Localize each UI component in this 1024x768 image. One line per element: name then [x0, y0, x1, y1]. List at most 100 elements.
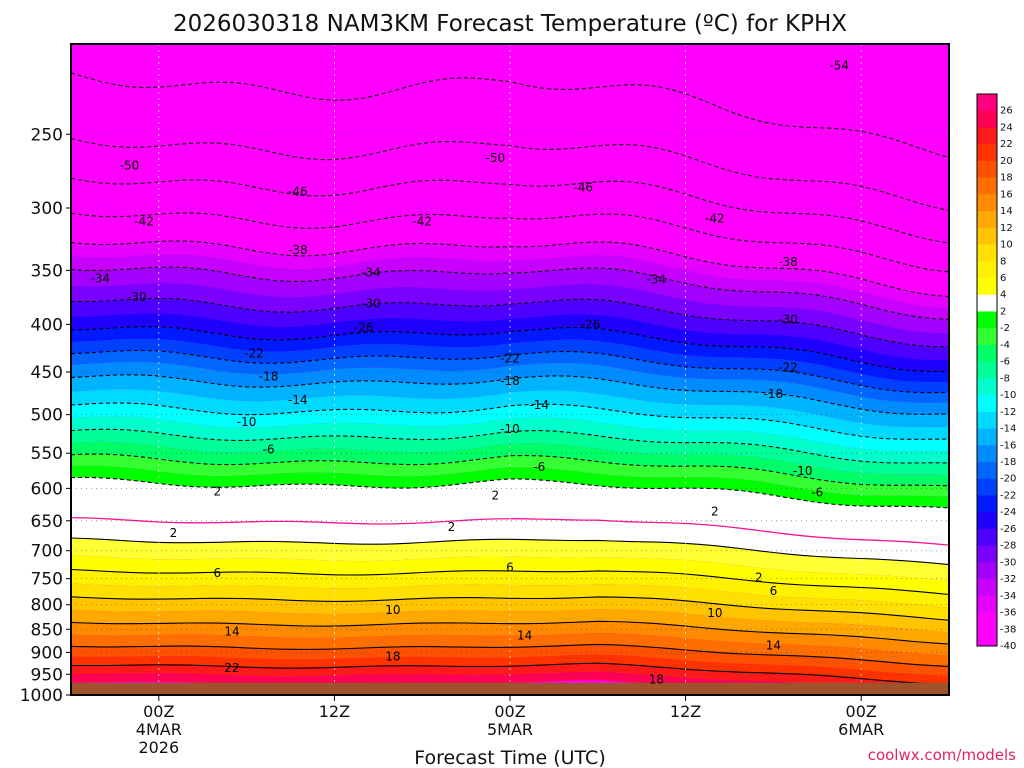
heatmap-band [71, 298, 949, 360]
contour-label: -18 [764, 387, 784, 401]
contour-label: 10 [385, 603, 400, 617]
contour-line [71, 240, 949, 298]
heatmap-band [71, 110, 949, 211]
heatmap-band [71, 671, 949, 695]
colorbar-label: -18 [1000, 457, 1016, 468]
contour-label: -46 [288, 184, 308, 198]
heatmap-band [71, 196, 949, 272]
contour-label: -22 [500, 351, 520, 365]
y-tick-label: 950 [31, 665, 63, 685]
heatmap-band [71, 538, 949, 581]
colorbar-label: -38 [1000, 624, 1016, 635]
colorbar-label: -28 [1000, 541, 1016, 552]
contour-label: 2 [755, 571, 763, 585]
contour-line [71, 297, 949, 348]
contour-label: -14 [529, 398, 549, 412]
contour-label: -38 [778, 255, 798, 269]
heatmap-band [71, 178, 949, 259]
colorbar-label: -6 [1000, 357, 1010, 368]
heatmap-band [71, 644, 949, 676]
y-tick-label: 300 [31, 199, 63, 219]
x-tick-label: 00Z [494, 702, 525, 721]
heatmap-band [71, 429, 949, 475]
contour-line [71, 568, 949, 596]
contour-line [71, 266, 949, 320]
colorbar-label: 14 [1000, 206, 1013, 217]
contour-label: 14 [517, 628, 532, 642]
contour-label: -50 [120, 158, 140, 172]
heatmap-band [71, 621, 949, 656]
colorbar-label: 20 [1000, 156, 1013, 167]
colorbar-swatch [977, 94, 997, 112]
colorbar-label: -4 [1000, 340, 1010, 351]
contour-label: -10 [500, 422, 520, 436]
x-tick-label: 00Z [143, 702, 174, 721]
heatmap-band [71, 517, 949, 565]
colorbar-label: 22 [1000, 139, 1013, 150]
grid-lines [71, 44, 949, 695]
y-tick-label: 450 [31, 363, 63, 383]
x-tick-label: 6MAR [838, 720, 884, 739]
colorbar-swatch [977, 595, 997, 614]
contour-label: -30 [361, 297, 381, 311]
heatmap-band [71, 569, 949, 608]
contour-label: 10 [707, 606, 722, 620]
chart-title: 2026030318 NAM3KM Forecast Temperature (… [173, 11, 847, 37]
heatmap-band [71, 441, 949, 486]
heatmap-band [71, 663, 949, 693]
contour-label: -34 [647, 272, 667, 286]
y-axis: 250 300 350 400 450 500 550 600 650 700 750 800 850 9… [20, 125, 71, 706]
contour-line [71, 596, 949, 621]
y-tick-label: 900 [31, 643, 63, 663]
colorbar-label: 2 [1000, 306, 1006, 317]
colorbar-swatch [977, 545, 997, 563]
heatmap-band [71, 227, 949, 297]
contour-label: 6 [506, 561, 514, 575]
colorbar-label: 4 [1000, 290, 1006, 301]
contour-label: 14 [766, 639, 781, 653]
x-tick-label: 2026 [138, 738, 179, 757]
colorbar-swatch [977, 311, 997, 329]
colorbar: 26 24 22 20 18 16 14 12 10 8 6 4 2 -2 -4 -6 -8 -10 -12 -14 -… [976, 93, 1016, 652]
colorbar-label: -16 [1000, 440, 1016, 451]
heatmap-band [71, 403, 949, 452]
contour-label: 6 [214, 566, 222, 580]
contour-label: 22 [224, 661, 239, 675]
heatmap-band [71, 44, 949, 158]
contour-label: -34 [361, 266, 381, 280]
colorbar-swatch [977, 512, 997, 530]
heatmap-band [71, 212, 949, 285]
y-tick-label: 550 [31, 444, 63, 464]
heatmap-band [71, 477, 949, 546]
colorbar-label: -8 [1000, 373, 1010, 384]
contour-label: -6 [263, 442, 275, 456]
heatmap-band [71, 254, 949, 320]
heatmap-band [71, 389, 949, 440]
colorbar-swatch [977, 445, 997, 463]
colorbar-label: -24 [1000, 507, 1016, 518]
contour-label: -22 [244, 347, 264, 361]
colorbar-swatch [977, 612, 997, 630]
colorbar-swatch [977, 244, 997, 262]
contour-label: 2 [170, 526, 178, 540]
heatmap-band [71, 240, 949, 309]
colorbar-frame [976, 93, 998, 647]
contour-label: -6 [811, 485, 823, 499]
contour-label: 14 [224, 625, 239, 639]
y-tick-label: 500 [31, 406, 63, 426]
colorbar-label: 12 [1000, 223, 1013, 234]
contour-line [71, 137, 949, 212]
heatmap-band [71, 654, 949, 685]
y-tick-label: 850 [31, 620, 63, 640]
x-axis-label: Forecast Time (UTC) [414, 747, 605, 768]
colorbar-swatch [977, 110, 997, 128]
colorbar-swatch [977, 562, 997, 580]
colorbar-swatch [977, 278, 997, 296]
heatmap-band [71, 583, 949, 621]
heatmap-band [71, 633, 949, 667]
heatmap-band [71, 72, 949, 188]
contour-label: -42 [705, 212, 725, 226]
contour-label: -30 [778, 312, 798, 326]
x-tick-label: 00Z [846, 702, 877, 721]
